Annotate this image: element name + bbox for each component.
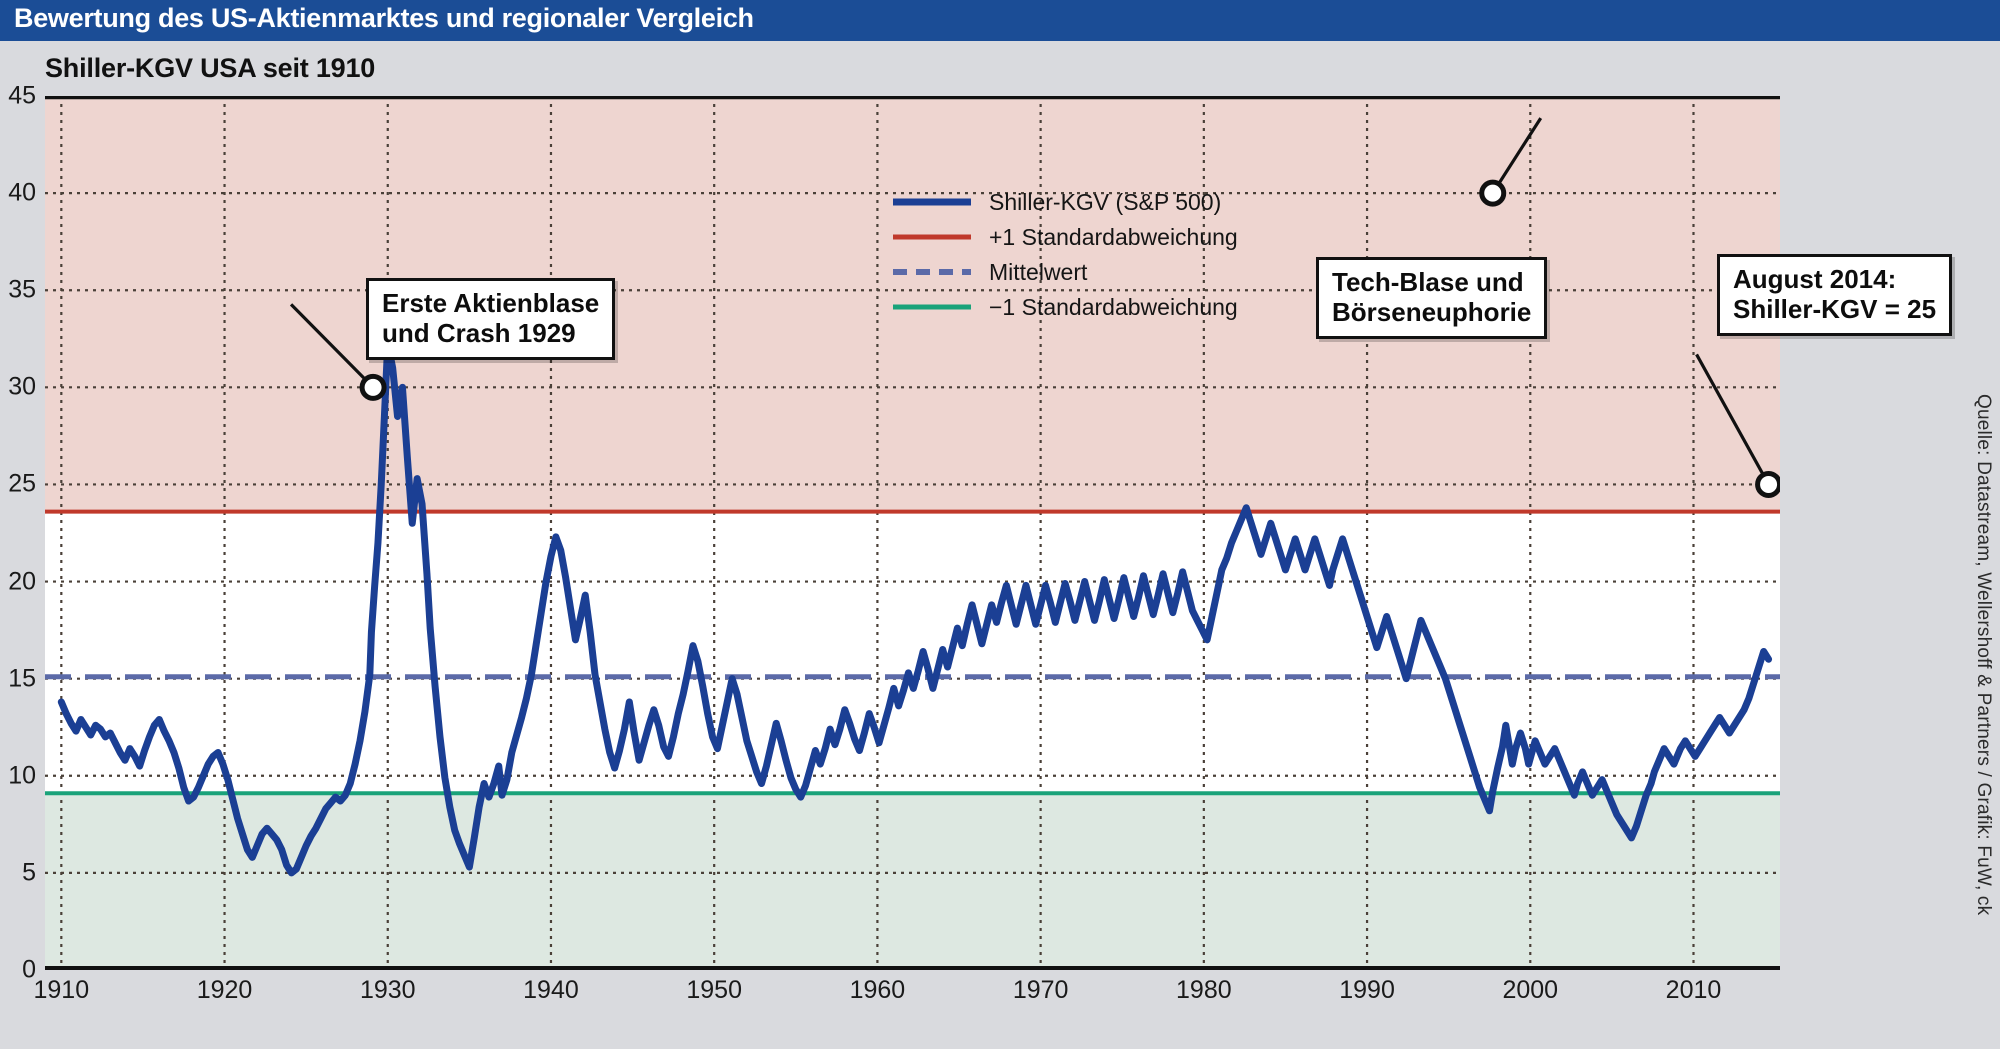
legend-item: −1 Standardabweichung (893, 290, 1273, 324)
data-marker-1 (1479, 179, 1507, 207)
source-credit: Quelle: Datastream, Wellershoff & Partne… (1973, 394, 1994, 916)
data-series-shiller-kgv (57, 339, 1773, 877)
x-axis-labels: 1910 1920 1930 1940 1950 1960 1970 1980 1990 2000… (34, 976, 1780, 1026)
annotation-1929-crash: Erste Aktienblase und Crash 1929 (366, 278, 616, 361)
x-axis-tick-label: 1980 (1176, 976, 1232, 1004)
legend-item: Mittelwert (893, 255, 1273, 289)
chart-band-2 (45, 793, 1780, 970)
data-marker-2 (1755, 470, 1780, 498)
x-axis-tick-label: 1950 (686, 976, 742, 1004)
y-axis-tick-label: 0 (22, 955, 36, 984)
annotation-leader-1 (1491, 117, 1543, 194)
x-axis-tick-label: 1940 (523, 976, 579, 1004)
legend-item-label: +1 Standardabweichung (989, 223, 1238, 250)
y-axis-tick-label: 25 (8, 469, 36, 498)
y-axis-tick-label: 20 (8, 567, 36, 596)
page-title: Bewertung des US-Aktienmarktes und regio… (14, 3, 754, 33)
x-axis-tick-label: 1930 (359, 976, 416, 1004)
line-swatch-icon (893, 298, 971, 316)
x-axis-tick-label: 1970 (1012, 976, 1069, 1004)
legend-item: Shiller-KGV (S&P 500) (893, 185, 1273, 219)
y-axis-tick-label: 35 (8, 275, 36, 304)
legend-item-label: Mittelwert (989, 258, 1088, 285)
page-banner: Bewertung des US-Aktienmarktes und regio… (0, 0, 2000, 37)
annotation-august-2014: August 2014: Shiller-KGV = 25 (1717, 254, 1953, 337)
banner-underline (0, 37, 2000, 41)
y-axis-labels: 0 5 10 15 20 25 30 35 40 45 (0, 82, 36, 984)
y-axis-tick-label: 45 (8, 81, 36, 110)
y-axis-tick-label: 40 (8, 178, 36, 207)
data-marker-0 (359, 373, 387, 401)
y-axis-tick-label: 30 (8, 372, 36, 401)
annotation-leader-0 (289, 303, 375, 389)
x-axis-tick-label: 1910 (33, 976, 90, 1004)
x-axis-tick-label: 2010 (1665, 976, 1722, 1004)
legend-item-label: Shiller-KGV (S&P 500) (989, 188, 1222, 215)
y-axis-tick-label: 5 (22, 858, 36, 887)
annotation-tech-bubble: Tech-Blase und Börseneuphorie (1316, 257, 1548, 340)
chart-band-1 (45, 511, 1780, 794)
x-axis-tick-label: 1960 (849, 976, 906, 1004)
x-axis-tick-label: 1920 (196, 976, 253, 1004)
y-axis-tick-label: 10 (8, 761, 36, 790)
legend-item-label: −1 Standardabweichung (989, 293, 1238, 320)
chart-subtitle: Shiller-KGV USA seit 1910 (45, 53, 376, 83)
line-swatch-icon (893, 193, 971, 211)
dashed-line-swatch-icon (893, 263, 971, 281)
chart-plot-area (45, 96, 1780, 970)
legend-item: +1 Standardabweichung (893, 220, 1273, 254)
chart-legend: Shiller-KGV (S&P 500) +1 Standardabweichu… (893, 185, 1273, 325)
line-swatch-icon (893, 228, 971, 246)
annotation-leader-2 (1695, 353, 1770, 486)
chart-svg (45, 96, 1780, 970)
y-axis-tick-label: 15 (8, 664, 36, 693)
x-axis-tick-label: 1990 (1339, 976, 1395, 1004)
x-axis-tick-label: 2000 (1502, 976, 1559, 1004)
